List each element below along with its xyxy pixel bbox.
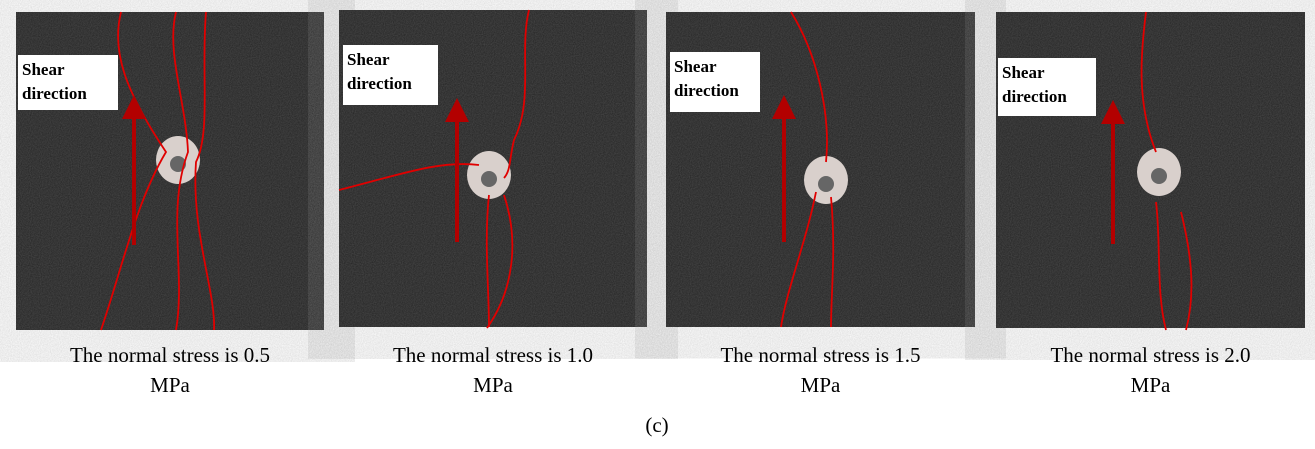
annotation-text: Shear	[22, 60, 65, 79]
caption: The normal stress is 2.0	[1050, 343, 1250, 367]
crack	[503, 9, 530, 179]
bolt	[1151, 168, 1167, 184]
annotation-text: Shear	[674, 57, 717, 76]
caption: The normal stress is 1.5	[720, 343, 920, 367]
annotation-box	[670, 52, 760, 112]
caption: The normal stress is 0.5	[70, 343, 270, 367]
crack	[790, 11, 828, 163]
crack	[830, 196, 835, 328]
annotation-box	[998, 58, 1096, 116]
caption: MPa	[473, 373, 513, 397]
annotation-box	[343, 45, 438, 105]
annotation-text: direction	[347, 74, 412, 93]
crack	[780, 191, 817, 328]
crack	[100, 11, 168, 331]
annotation-text: direction	[674, 81, 739, 100]
photo-panel: Shear direction	[666, 11, 975, 328]
photo-panel: Shear direction	[16, 11, 324, 331]
annotation-box	[18, 55, 118, 110]
caption: MPa	[801, 373, 841, 397]
crack	[194, 11, 215, 331]
bolt	[481, 171, 497, 187]
annotation-text: direction	[22, 84, 87, 103]
crack	[172, 11, 189, 331]
crack	[1180, 211, 1193, 331]
crack	[1140, 11, 1157, 153]
crack	[486, 194, 514, 329]
subfigure-label: (c)	[645, 413, 668, 437]
photo-panel: Shear direction	[996, 11, 1305, 331]
bolt	[818, 176, 834, 192]
annotation-text: Shear	[347, 50, 390, 69]
caption: MPa	[1131, 373, 1171, 397]
crack	[485, 194, 490, 328]
bolt	[170, 156, 186, 172]
caption: MPa	[150, 373, 190, 397]
annotation-text: direction	[1002, 87, 1067, 106]
crack	[1155, 201, 1167, 331]
photo-panel: Shear direction	[338, 9, 647, 329]
caption: The normal stress is 1.0	[393, 343, 593, 367]
annotation-text: Shear	[1002, 63, 1045, 82]
crack	[338, 163, 480, 191]
